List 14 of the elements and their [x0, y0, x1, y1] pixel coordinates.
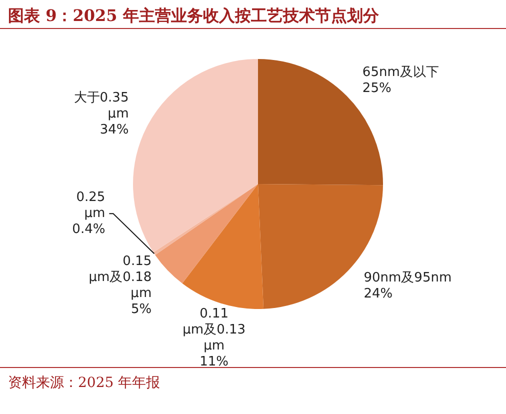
slice-label: 大于0.35 μm: [74, 90, 129, 122]
slice-label: 0.15 μm及0.18 μm: [88, 254, 152, 301]
data-label: 0.4%: [72, 222, 106, 238]
slice-label: 0.11 μm及0.13 μm: [182, 306, 246, 354]
chart-title: 图表 9：2025 年主营业务收入按工艺技术节点划分: [0, 0, 506, 29]
data-label: 11%: [200, 354, 229, 370]
data-label: 24%: [364, 286, 393, 302]
slice-label: 65nm及以下: [362, 64, 439, 80]
data-label: 34%: [100, 122, 129, 138]
data-label: 5%: [130, 302, 152, 317]
text: 资料来源：2025 年年报: [8, 374, 162, 392]
slice-label: 90nm及95nm: [364, 270, 452, 286]
slice-label: 0.25 μm: [76, 190, 106, 222]
data-label: 25%: [362, 80, 392, 96]
